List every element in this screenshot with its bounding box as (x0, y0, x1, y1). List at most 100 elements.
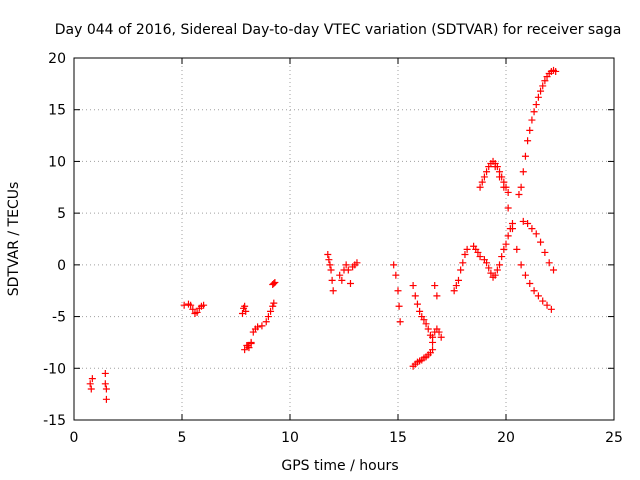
y-tick-label: 15 (48, 103, 66, 119)
data-point (329, 287, 337, 295)
data-point (271, 278, 279, 286)
x-tick-label: 15 (389, 430, 407, 446)
data-point (242, 307, 250, 315)
data-point (461, 251, 469, 259)
data-point (534, 93, 542, 101)
data-point (521, 152, 529, 160)
data-point (515, 191, 523, 199)
data-point (459, 259, 467, 267)
data-point (338, 276, 346, 284)
data-point (508, 225, 516, 233)
data-point (534, 292, 542, 300)
data-point (269, 302, 277, 310)
data-point (325, 256, 333, 264)
y-tick-label: 20 (48, 51, 66, 67)
data-point (539, 297, 547, 305)
data-point (247, 339, 255, 347)
data-point (180, 301, 188, 309)
data-point (193, 308, 201, 316)
data-point (528, 225, 536, 233)
data-point (478, 178, 486, 186)
data-point (463, 245, 471, 253)
data-point (270, 299, 278, 307)
data-point (496, 261, 504, 269)
data-point (187, 301, 195, 309)
data-point (493, 266, 501, 274)
data-point (532, 101, 540, 109)
data-point (547, 305, 555, 313)
data-point (524, 219, 532, 227)
tick-labels: 0 5 10 15 20 25 -15 -10 -5 0 5 10 15 20 (43, 51, 623, 446)
data-point (476, 253, 484, 261)
data-point (101, 380, 109, 388)
x-tick-label: 25 (605, 430, 623, 446)
data-point (500, 245, 508, 253)
data-point (513, 245, 521, 253)
data-point (88, 375, 96, 383)
data-point (519, 168, 527, 176)
data-point (474, 248, 482, 256)
data-point (500, 183, 508, 191)
data-point (476, 183, 484, 191)
data-point (483, 259, 491, 267)
data-point (530, 287, 538, 295)
data-point (504, 188, 512, 196)
data-point (452, 282, 460, 290)
data-point (346, 279, 354, 287)
data-point (396, 318, 404, 326)
data-point (435, 328, 443, 336)
data-point (491, 271, 499, 279)
data-point (327, 266, 335, 274)
data-point (539, 82, 547, 90)
data-point (413, 300, 421, 308)
grid-lines (74, 58, 614, 420)
data-point (504, 232, 512, 240)
data-point (530, 108, 538, 116)
data-point (420, 316, 428, 324)
data-point (550, 266, 558, 274)
data-point (454, 276, 462, 284)
plot-frame (73, 57, 615, 421)
data-point (395, 302, 403, 310)
x-tick-label: 20 (497, 430, 515, 446)
data-point (537, 238, 545, 246)
y-tick-label: -5 (52, 310, 66, 326)
data-point (517, 261, 525, 269)
x-tick-label: 0 (70, 430, 79, 446)
data-point (241, 302, 249, 310)
data-point (521, 271, 529, 279)
x-axis-label: GPS time / hours (281, 458, 398, 474)
data-point (480, 173, 488, 181)
data-point (524, 137, 532, 145)
data-point (519, 217, 527, 225)
y-tick-label: -10 (43, 361, 66, 377)
data-point (487, 269, 495, 277)
y-tick-label: 5 (57, 206, 66, 222)
data-point (541, 77, 549, 85)
data-point (102, 395, 110, 403)
data-point (543, 301, 551, 309)
data-point (390, 261, 398, 269)
y-tick-label: -15 (43, 413, 66, 429)
data-point (262, 318, 270, 326)
data-point (392, 271, 400, 279)
data-point (450, 287, 458, 295)
data-point (270, 279, 278, 287)
data-point (267, 307, 275, 315)
data-point (336, 271, 344, 279)
data-point (328, 276, 336, 284)
y-axis-label: SDTVAR / TECUs (6, 182, 22, 297)
data-point (498, 253, 506, 261)
data-point (526, 279, 534, 287)
data-point (532, 230, 540, 238)
data-point (491, 163, 499, 171)
data-point (189, 305, 197, 313)
data-point (254, 323, 262, 331)
data-point (416, 307, 424, 315)
data-point (496, 173, 504, 181)
data-point (545, 259, 553, 267)
data-point (485, 264, 493, 272)
data-point (102, 385, 110, 393)
data-point (429, 333, 437, 341)
data-point (353, 259, 361, 267)
